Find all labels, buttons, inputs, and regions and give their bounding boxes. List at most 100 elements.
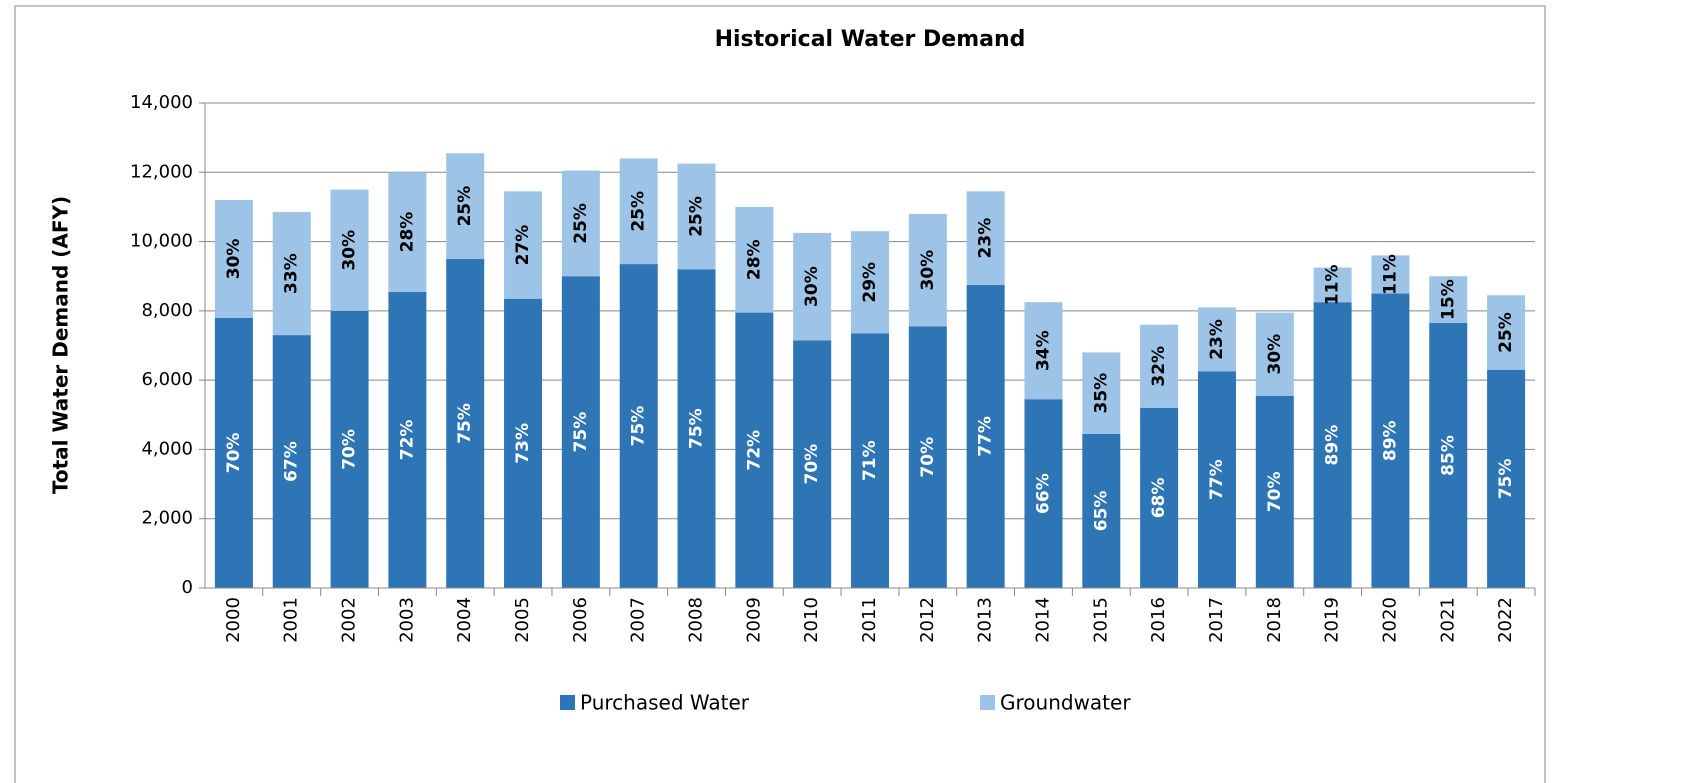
data-label: 11% [1380, 254, 1400, 295]
data-label: 75% [1496, 459, 1516, 500]
data-label: 89% [1380, 420, 1400, 461]
data-label: 34% [1033, 330, 1053, 371]
bar-segment [561, 276, 600, 588]
legend-label: Purchased Water [580, 691, 750, 715]
data-label: 30% [224, 239, 244, 280]
bar-segment [272, 212, 311, 336]
bar-segment [214, 317, 253, 588]
x-tick-label: 2002 [339, 597, 360, 643]
data-label: 65% [1091, 491, 1111, 532]
bar-segment [446, 258, 485, 588]
data-label: 11% [1323, 265, 1343, 306]
data-label: 70% [918, 437, 938, 478]
y-tick-label: 2,000 [141, 508, 193, 529]
bar-segment [388, 291, 427, 588]
x-tick-label: 2015 [1090, 597, 1111, 643]
data-label: 67% [282, 441, 302, 482]
data-label: 75% [571, 412, 591, 453]
data-label: 25% [455, 186, 475, 227]
bar-segment [677, 163, 716, 270]
data-label: 72% [397, 420, 417, 461]
data-label: 28% [744, 239, 764, 280]
data-label: 23% [976, 218, 996, 259]
x-tick-label: 2022 [1495, 597, 1516, 643]
data-label: 89% [1323, 425, 1343, 466]
x-tick-label: 2017 [1206, 597, 1227, 643]
data-label: 77% [1207, 459, 1227, 500]
data-label: 85% [1438, 435, 1458, 476]
chart-frame [14, 5, 1546, 783]
data-label: 30% [340, 230, 360, 271]
bar-segment [1197, 307, 1236, 372]
x-tick-label: 2011 [859, 597, 880, 643]
bar-segment [908, 213, 947, 327]
data-label: 27% [513, 225, 533, 266]
legend-swatch [560, 695, 575, 710]
bar-segment [1429, 276, 1468, 323]
bar-segment [908, 326, 947, 588]
y-tick-label: 4,000 [141, 438, 193, 459]
x-tick-label: 2006 [570, 597, 591, 643]
data-label: 25% [1496, 312, 1516, 353]
bar-segment [966, 284, 1005, 588]
x-tick-label: 2001 [281, 597, 302, 643]
bar-segment [1313, 267, 1352, 303]
bar-segment [966, 191, 1005, 285]
bar-segment [214, 200, 253, 318]
bar-segment [619, 264, 658, 588]
bar-segment [1082, 352, 1121, 434]
bar-segment [851, 231, 889, 334]
data-label: 66% [1033, 473, 1053, 514]
data-label: 72% [744, 430, 764, 471]
bar-segment [504, 191, 543, 299]
data-label: 35% [1091, 373, 1111, 414]
x-tick-label: 2000 [223, 597, 244, 643]
data-label: 25% [687, 196, 707, 237]
y-tick-label: 12,000 [130, 161, 193, 182]
data-label: 28% [397, 212, 417, 253]
x-tick-label: 2013 [975, 597, 996, 643]
bar-segment [446, 153, 485, 259]
data-label: 23% [1207, 319, 1227, 360]
bar-segment [1255, 395, 1294, 588]
data-label: 25% [629, 191, 649, 232]
chart-title: Historical Water Demand [715, 27, 1026, 52]
x-tick-label: 2020 [1379, 597, 1400, 643]
bar-segment [1024, 399, 1063, 588]
x-tick-label: 2003 [396, 597, 417, 643]
bar-segment [677, 269, 716, 588]
bar-segment [272, 335, 311, 588]
x-tick-label: 2016 [1148, 597, 1169, 643]
bar-segment [504, 298, 543, 588]
x-tick-label: 2005 [512, 597, 533, 643]
data-label: 70% [340, 429, 360, 470]
bar-segment [1140, 324, 1179, 408]
data-label: 68% [1149, 478, 1169, 519]
bar-segment [1140, 407, 1179, 588]
data-label: 30% [802, 266, 822, 307]
y-tick-label: 14,000 [130, 92, 193, 113]
data-label: 75% [455, 403, 475, 444]
bar-segment [793, 232, 832, 341]
bar-segment [619, 158, 658, 265]
data-label: 77% [976, 416, 996, 457]
x-tick-label: 2004 [454, 597, 475, 643]
x-tick-label: 2009 [743, 597, 764, 643]
x-tick-label: 2007 [628, 597, 649, 643]
bar-segment [1371, 255, 1410, 294]
data-label: 70% [802, 444, 822, 485]
x-tick-label: 2012 [917, 597, 938, 643]
data-label: 75% [687, 408, 707, 449]
x-tick-label: 2014 [1032, 597, 1053, 643]
data-label: 73% [513, 423, 533, 464]
data-label: 30% [918, 250, 938, 291]
bar-segment [1487, 295, 1526, 370]
x-tick-label: 2008 [686, 597, 707, 643]
bar-segment [1429, 322, 1468, 588]
bar-segment [330, 310, 369, 588]
bar-segment [793, 340, 832, 588]
y-tick-label: 0 [182, 577, 193, 598]
data-label: 70% [224, 433, 244, 474]
data-label: 25% [571, 203, 591, 244]
